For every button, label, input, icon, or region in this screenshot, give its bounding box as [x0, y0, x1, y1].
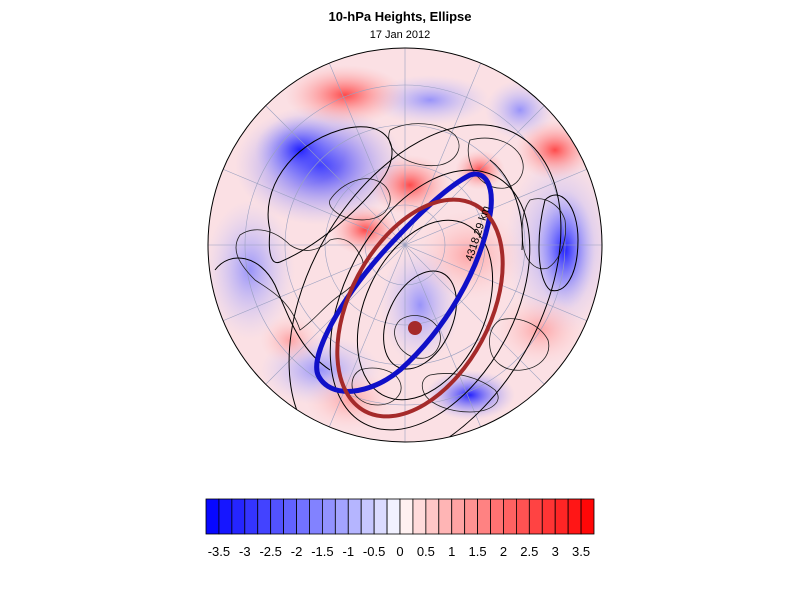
colorbar-tick-label: 3.5 — [572, 544, 590, 559]
colorbar-box — [205, 498, 220, 535]
height-contours — [214, 124, 579, 442]
colorbar-box — [334, 498, 349, 535]
colorbar-box — [567, 498, 582, 535]
ellipse-center-marker — [408, 321, 422, 335]
colorbar-box — [464, 498, 478, 535]
colorbar-box — [296, 498, 310, 535]
colorbar-box — [477, 498, 491, 535]
colorbar-box — [516, 498, 530, 535]
colorbar-box — [244, 498, 259, 535]
figure-date: 17 Jan 2012 — [369, 29, 431, 41]
colorbar-box — [386, 498, 401, 535]
colorbar-box — [218, 498, 233, 535]
colorbar-box — [412, 498, 427, 535]
colorbar-box — [283, 498, 297, 535]
fitted-ellipse — [335, 197, 505, 419]
colorbar-tick-label: -3 — [239, 544, 251, 559]
colorbar-box — [270, 498, 284, 535]
colorbar-tick-label: 3 — [552, 544, 559, 559]
colorbar-tick-label: 1.5 — [469, 544, 487, 559]
colorbar-box — [309, 498, 323, 535]
colorbar-box — [257, 498, 272, 535]
colorbar-box — [580, 498, 595, 535]
colorbar-tick-label: -1 — [342, 544, 354, 559]
colorbar-tick-label: 0 — [396, 544, 403, 559]
colorbar-box — [438, 498, 453, 535]
colorbar-tick-label: -2.5 — [259, 544, 281, 559]
colorbar-tick-label: -2 — [291, 544, 303, 559]
colorbar-box — [373, 498, 388, 535]
globe-boundary — [207, 47, 603, 443]
colorbar-box — [321, 498, 336, 535]
colorbar-box — [541, 498, 556, 535]
colorbar-box — [528, 498, 543, 535]
colorbar-tick-label: -3.5 — [208, 544, 230, 559]
colorbar-box — [425, 498, 440, 535]
colorbar-box — [231, 498, 246, 535]
colorbar-tick-label: 0.5 — [417, 544, 435, 559]
colorbar-box — [554, 498, 569, 535]
colorbar-tick-label: 2 — [500, 544, 507, 559]
colorbar-tick-label: 1 — [448, 544, 455, 559]
colorbar-box — [503, 498, 517, 535]
colorbar-tick-label: 2.5 — [520, 544, 538, 559]
colorbar-box — [347, 498, 362, 535]
colorbar-box — [451, 498, 466, 535]
anomaly-field — [208, 48, 602, 442]
colorbar-tick-label: -1.5 — [311, 544, 333, 559]
colorbar-box — [360, 498, 375, 535]
figure-title: 10-hPa Heights, Ellipse — [328, 9, 472, 24]
colorbar-box — [399, 498, 414, 535]
colorbar-tick-label: -0.5 — [363, 544, 385, 559]
colorbar-box — [490, 498, 504, 535]
graticule — [208, 48, 602, 442]
